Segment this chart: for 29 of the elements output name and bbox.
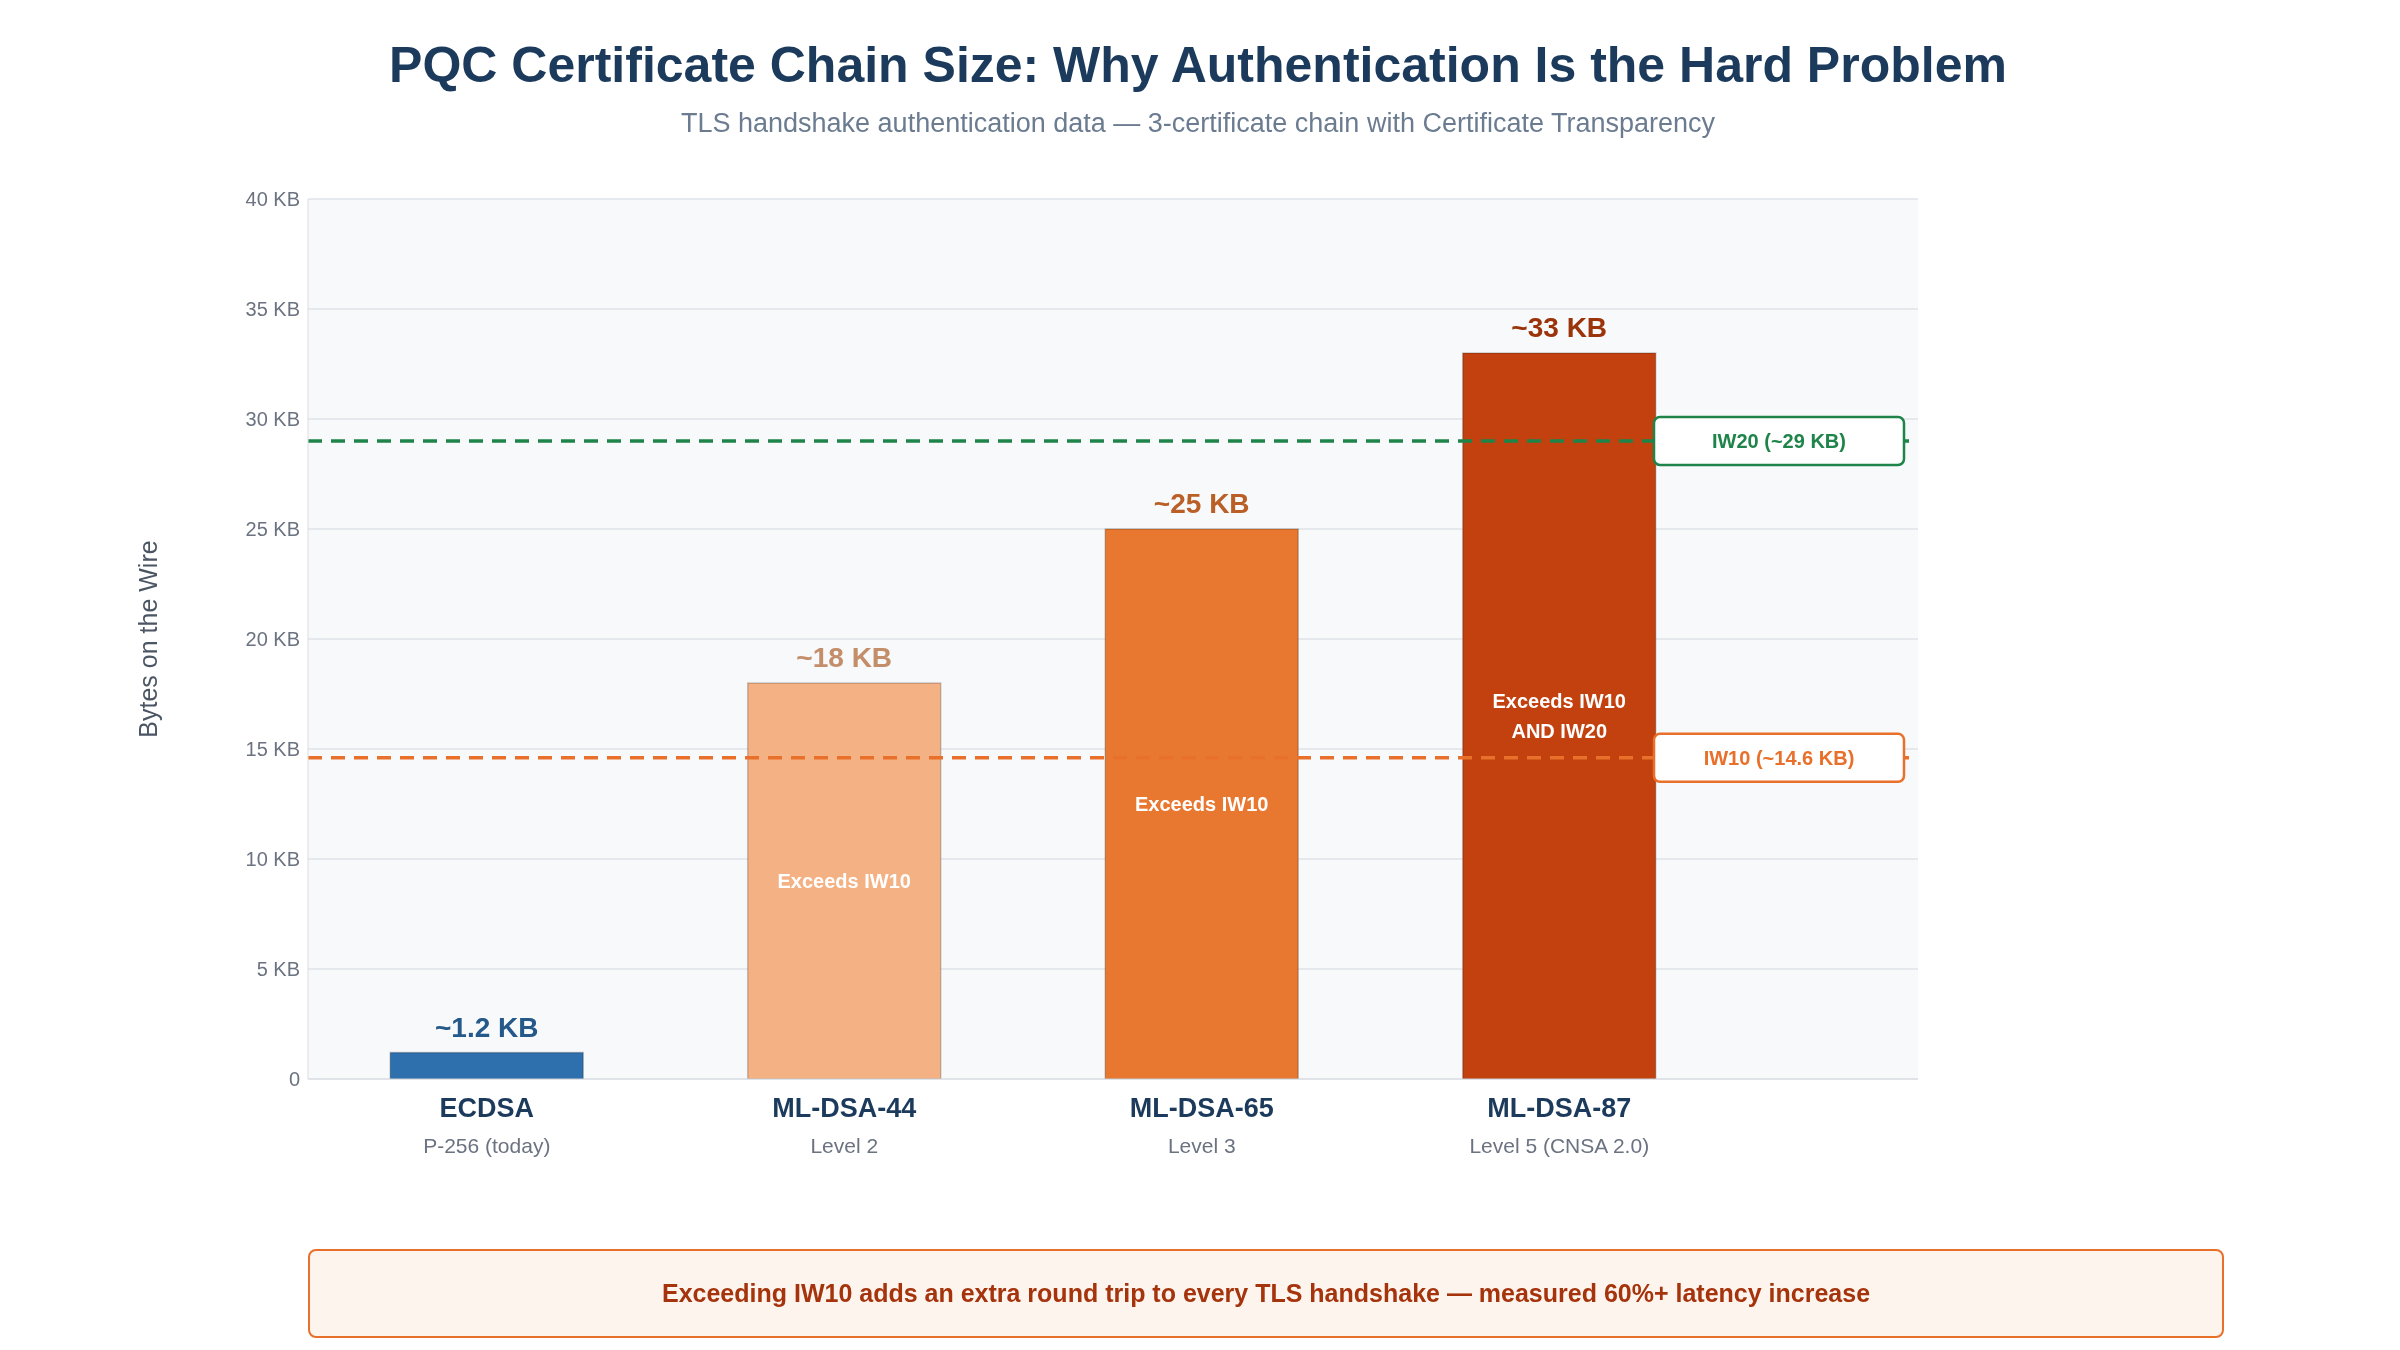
- annotation: Exceeds IW10: [777, 870, 911, 892]
- annotation: Exceeds IW10: [1135, 793, 1269, 815]
- annotation: Exceeds IW10 AND IW20: [1492, 690, 1626, 742]
- bar: [746, 682, 942, 1079]
- ref-line-label: IW20 (~29 KB): [1712, 430, 1846, 452]
- data-label: ~25 KB: [1153, 488, 1250, 519]
- chart-title: PQC Certificate Chain Size: Why Authentication Is the Hard Problem: [388, 36, 2008, 94]
- y-tick-label: 20 KB: [245, 628, 300, 651]
- bar: [389, 1051, 584, 1079]
- y-tick-label: 40 KB: [245, 188, 300, 211]
- x-tick-label: ML-DSA-65 Level 3: [1129, 1093, 1274, 1157]
- y-tick-label: 25 KB: [245, 518, 300, 541]
- chart-subtitle: TLS handshake authentication data — 3-certificate chain with Certificate Transparency: [679, 108, 1717, 139]
- bar: [1461, 352, 1657, 1079]
- y-tick-label: 35 KB: [245, 298, 300, 321]
- y-tick-label: 15 KB: [245, 738, 300, 761]
- x-tick-label: ECDSA P-256 (today): [423, 1093, 551, 1157]
- data-label: ~33 KB: [1511, 312, 1608, 343]
- ref-line-label: IW10 (~14.6 KB): [1703, 746, 1855, 769]
- y-tick-label: 0: [288, 1068, 300, 1091]
- y-axis-title: Bytes on the Wire: [133, 540, 162, 738]
- data-label: ~1.2 KB: [434, 1011, 539, 1043]
- y-tick-label: 30 KB: [245, 408, 300, 431]
- text: Exceeding IW10 adds an extra round trip to every TLS handshake — measured 60%+ latency increase: [308, 1249, 2224, 1338]
- data-label: ~18 KB: [796, 642, 893, 673]
- y-tick-label: 5 KB: [256, 958, 300, 981]
- x-tick-label: ML-DSA-44 Level 2: [772, 1093, 917, 1157]
- y-tick-label: 10 KB: [245, 848, 300, 871]
- x-tick-label: ML-DSA-87 Level 5 (CNSA 2.0): [1469, 1093, 1650, 1157]
